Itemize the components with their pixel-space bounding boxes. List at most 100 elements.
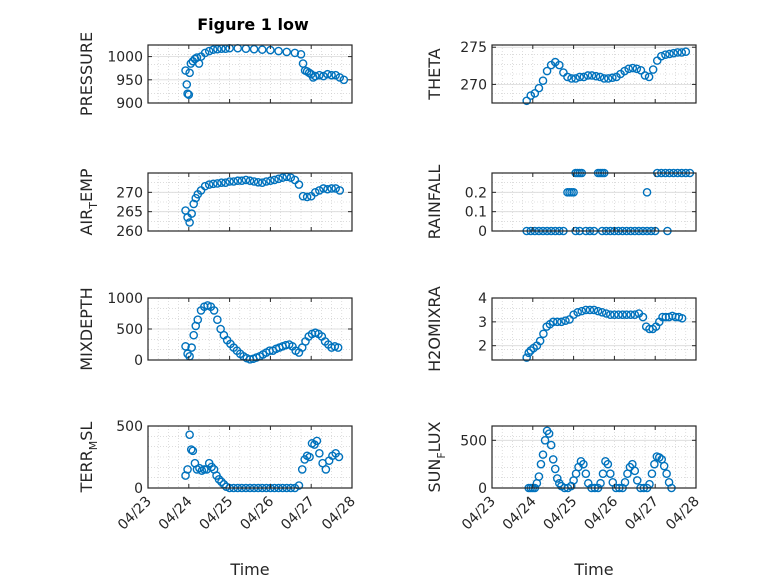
data-point (214, 475, 224, 484)
data-point (274, 174, 283, 184)
data-point (181, 342, 190, 351)
data-point (187, 209, 196, 218)
x-tick-label: 04/23 (459, 494, 499, 534)
y-tick-label: 0 (134, 481, 143, 497)
data-point (552, 317, 562, 327)
y-tick-label: 1000 (107, 50, 143, 66)
data-point (204, 46, 214, 56)
y-axis-label: TERRMSL (77, 422, 100, 494)
x-tick-label: 04/24 (156, 493, 196, 533)
data-point (548, 317, 558, 327)
data-point (552, 474, 562, 483)
data-point (257, 45, 267, 54)
data-point (575, 72, 585, 82)
data-point (305, 452, 314, 462)
data-point (599, 74, 609, 83)
data-point (536, 459, 546, 469)
data-point (241, 175, 251, 185)
data-markers (181, 172, 345, 227)
data-point (654, 453, 664, 462)
y-tick-label: 265 (116, 205, 143, 221)
data-point (253, 177, 263, 187)
x-tick-label: 04/27 (278, 494, 318, 534)
data-point (620, 66, 629, 76)
data-point (530, 89, 540, 98)
data-point (200, 465, 209, 474)
data-point (661, 50, 670, 59)
subplot-1: 900 950 1000 PRESSURE (77, 32, 353, 116)
data-point (188, 446, 198, 456)
data-point (628, 63, 638, 73)
data-point (315, 186, 324, 195)
data-point (596, 478, 605, 488)
data-point (555, 60, 564, 70)
data-point (237, 176, 247, 186)
data-point (538, 76, 548, 85)
data-point (327, 70, 336, 80)
data-point (650, 459, 659, 469)
data-point (217, 477, 226, 487)
data-point (204, 180, 214, 189)
data-point (647, 469, 657, 478)
y-tick-label: 500 (460, 433, 487, 449)
data-point (591, 71, 601, 81)
data-point (297, 465, 307, 474)
data-point (585, 305, 595, 315)
data-point (626, 310, 636, 319)
data-point (249, 177, 259, 186)
subplot-3: 260 265 270 AIRTEMP (77, 168, 353, 240)
data-point (217, 178, 226, 187)
data-point (221, 178, 230, 187)
data-point (315, 70, 324, 80)
data-point (595, 72, 605, 82)
y-tick-label: 0 (478, 481, 487, 497)
x-tick-label: 04/28 (663, 494, 703, 534)
subplot-grid: 900 950 1000 PRESSURE 270 275 THETA 260 265 270 AI… (77, 32, 703, 579)
data-point (266, 176, 275, 186)
data-point (296, 49, 306, 59)
data-point (581, 305, 591, 315)
data-point (640, 71, 650, 80)
subplot-6: 2 3 4 H2OMIXRA (425, 286, 697, 372)
data-point (229, 177, 238, 186)
data-point (535, 336, 545, 346)
data-point (333, 343, 343, 352)
data-point (526, 91, 536, 100)
data-point (319, 184, 328, 193)
data-point (579, 459, 588, 469)
data-point (208, 179, 218, 189)
data-point (573, 308, 582, 317)
data-point (225, 177, 234, 186)
data-markers (522, 47, 691, 106)
data-point (522, 353, 531, 362)
y-axis-label: PRESSURE (77, 32, 96, 116)
data-point (563, 72, 572, 82)
data-point (677, 48, 687, 57)
y-tick-label: 275 (460, 40, 487, 56)
data-point (630, 310, 640, 319)
y-tick-label: 500 (116, 419, 143, 435)
x-tick-label: 04/28 (319, 494, 359, 534)
y-tick-label: 3 (478, 315, 487, 331)
data-point (310, 71, 320, 81)
data-point (550, 464, 560, 474)
data-point (606, 469, 615, 478)
data-point (677, 313, 687, 323)
y-tick-label: 0.1 (465, 205, 487, 221)
subplot-7: 0 500 TERRMSL 04/23 04/24 04/25 04/26 04/27 04/2… (77, 419, 359, 579)
data-point (183, 349, 192, 359)
x-tick-label: 04/23 (115, 494, 155, 534)
data-markers (181, 301, 343, 364)
axes-box (491, 44, 697, 104)
data-point (331, 184, 340, 193)
y-tick-label: 0 (478, 224, 487, 240)
x-tick-label: 04/25 (541, 494, 581, 534)
data-point (636, 65, 646, 75)
data-point (657, 51, 666, 61)
data-point (200, 48, 210, 58)
data-point (534, 83, 544, 93)
y-tick-label: 270 (116, 185, 143, 201)
data-point (632, 64, 642, 74)
data-point (294, 481, 304, 490)
